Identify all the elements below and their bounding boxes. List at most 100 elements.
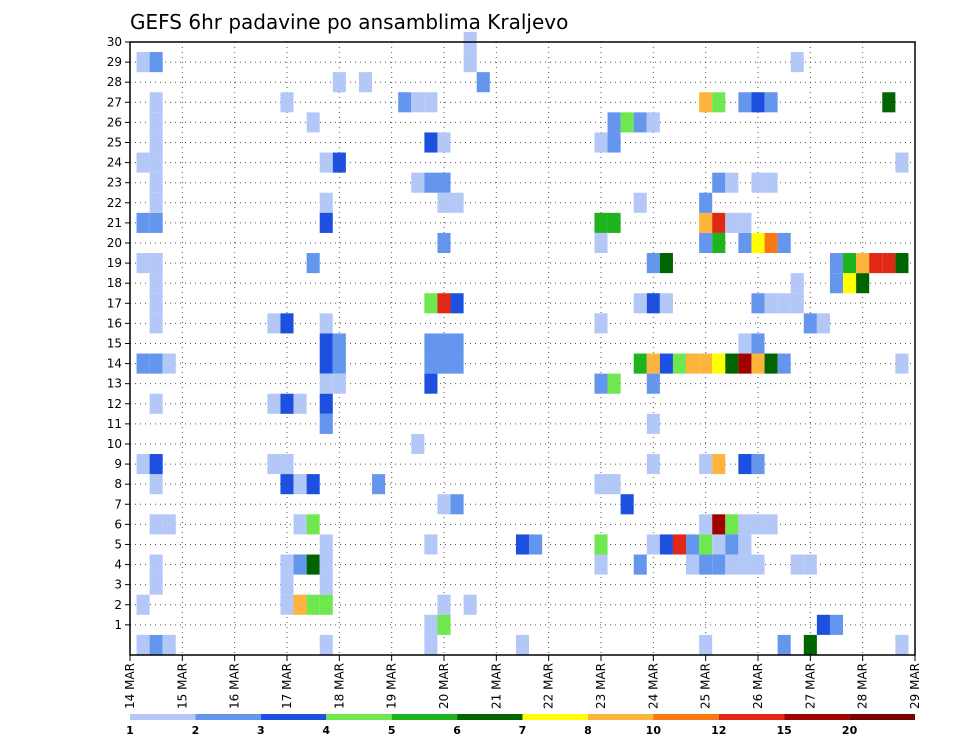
heatmap-cell (803, 634, 817, 655)
heatmap-cell (149, 514, 163, 535)
heatmap-cell (764, 293, 778, 314)
colorbar-segment (784, 714, 850, 720)
heatmap-cell (463, 52, 477, 73)
heatmap-cells (136, 31, 909, 655)
heatmap-cell (136, 253, 150, 274)
heatmap-cell (672, 534, 687, 555)
heatmap-cell (149, 393, 163, 414)
heatmap-cell (372, 474, 386, 495)
heatmap-cell (424, 132, 438, 153)
heatmap-cell (633, 554, 647, 575)
colorbar-label: 12 (711, 724, 726, 737)
colorbar-label: 7 (519, 724, 527, 737)
heatmap-cell (149, 273, 163, 294)
colorbar-segment (587, 714, 654, 720)
heatmap-cell (725, 514, 739, 535)
heatmap-cell (751, 232, 765, 254)
y-tick-label: 21 (107, 216, 122, 230)
heatmap-cell (594, 474, 608, 495)
heatmap-cell (319, 574, 333, 595)
heatmap-cell (332, 373, 346, 394)
heatmap-cell (149, 52, 163, 73)
heatmap-cell (306, 474, 320, 495)
heatmap-cell (306, 554, 320, 575)
x-tick-label: 27 MAR (803, 663, 817, 709)
heatmap-cell (319, 313, 333, 334)
y-tick-label: 18 (107, 276, 122, 290)
heatmap-cell (594, 373, 608, 394)
heatmap-cell (437, 614, 451, 635)
x-tick-label: 25 MAR (699, 663, 713, 709)
colorbar-label: 5 (388, 724, 396, 737)
heatmap-cell (699, 534, 713, 555)
heatmap-cell (738, 353, 752, 374)
heatmap-cell (149, 293, 163, 314)
colorbar-label: 3 (257, 724, 265, 737)
heatmap-cell (895, 152, 909, 173)
heatmap-cell (136, 454, 150, 475)
heatmap-cell (450, 192, 464, 213)
heatmap-cell (659, 253, 673, 274)
heatmap-cell (149, 172, 163, 193)
heatmap-cell (607, 474, 621, 495)
heatmap-cell (411, 92, 425, 113)
heatmap-cell (895, 634, 909, 655)
heatmap-cell (712, 514, 726, 535)
heatmap-cell (646, 454, 660, 475)
heatmap-cell (607, 212, 621, 233)
x-tick-label: 23 MAR (594, 663, 608, 709)
heatmap-cell (843, 253, 857, 274)
heatmap-cell (725, 172, 739, 193)
heatmap-cell (149, 112, 163, 133)
heatmap-cell (646, 534, 660, 555)
colorbar-segment (718, 714, 785, 720)
x-tick-label: 26 MAR (751, 663, 765, 709)
y-tick-label: 16 (107, 316, 122, 330)
y-tick-label: 8 (114, 477, 122, 491)
colorbar-segment (130, 714, 196, 720)
y-tick-label: 1 (114, 618, 122, 632)
heatmap-cell (686, 353, 700, 374)
heatmap-cell (738, 534, 752, 555)
heatmap-cell (529, 534, 543, 555)
colorbar-label: 15 (777, 724, 792, 737)
heatmap-cell (764, 514, 778, 535)
heatmap-cell (777, 232, 791, 254)
heatmap-cell (607, 132, 621, 153)
heatmap-cell (515, 634, 530, 655)
x-tick-label: 29 MAR (908, 663, 922, 709)
heatmap-cell (712, 212, 726, 233)
heatmap-cell (620, 112, 634, 133)
heatmap-cell (332, 353, 346, 374)
heatmap-cell (319, 333, 333, 354)
heatmap-cell (646, 413, 660, 434)
y-tick-label: 7 (114, 497, 122, 511)
heatmap-cell (633, 353, 647, 374)
heatmap-cell (895, 353, 909, 374)
y-tick-label: 20 (107, 236, 122, 250)
heatmap-cell (594, 534, 608, 555)
heatmap-cell (450, 333, 464, 354)
y-tick-label: 28 (107, 75, 122, 89)
heatmap-cell (659, 534, 673, 555)
colorbar-segment (457, 714, 523, 720)
heatmap-cell (803, 554, 817, 575)
colorbar-segment (849, 714, 915, 720)
y-tick-label: 17 (107, 296, 122, 310)
heatmap-cell (424, 92, 438, 113)
heatmap-cell (646, 353, 660, 374)
y-tick-label: 10 (107, 437, 122, 451)
heatmap-cell (895, 253, 909, 274)
heatmap-cell (293, 594, 307, 615)
heatmap-cell (149, 554, 163, 575)
colorbar-segment (326, 714, 392, 720)
heatmap-cell (136, 152, 150, 173)
heatmap-cell (280, 454, 294, 475)
heatmap-cell (882, 253, 896, 274)
heatmap-cell (699, 514, 713, 535)
y-tick-label: 23 (107, 176, 122, 190)
grid (130, 41, 915, 655)
heatmap-cell (790, 52, 804, 73)
heatmap-cell (620, 494, 634, 515)
